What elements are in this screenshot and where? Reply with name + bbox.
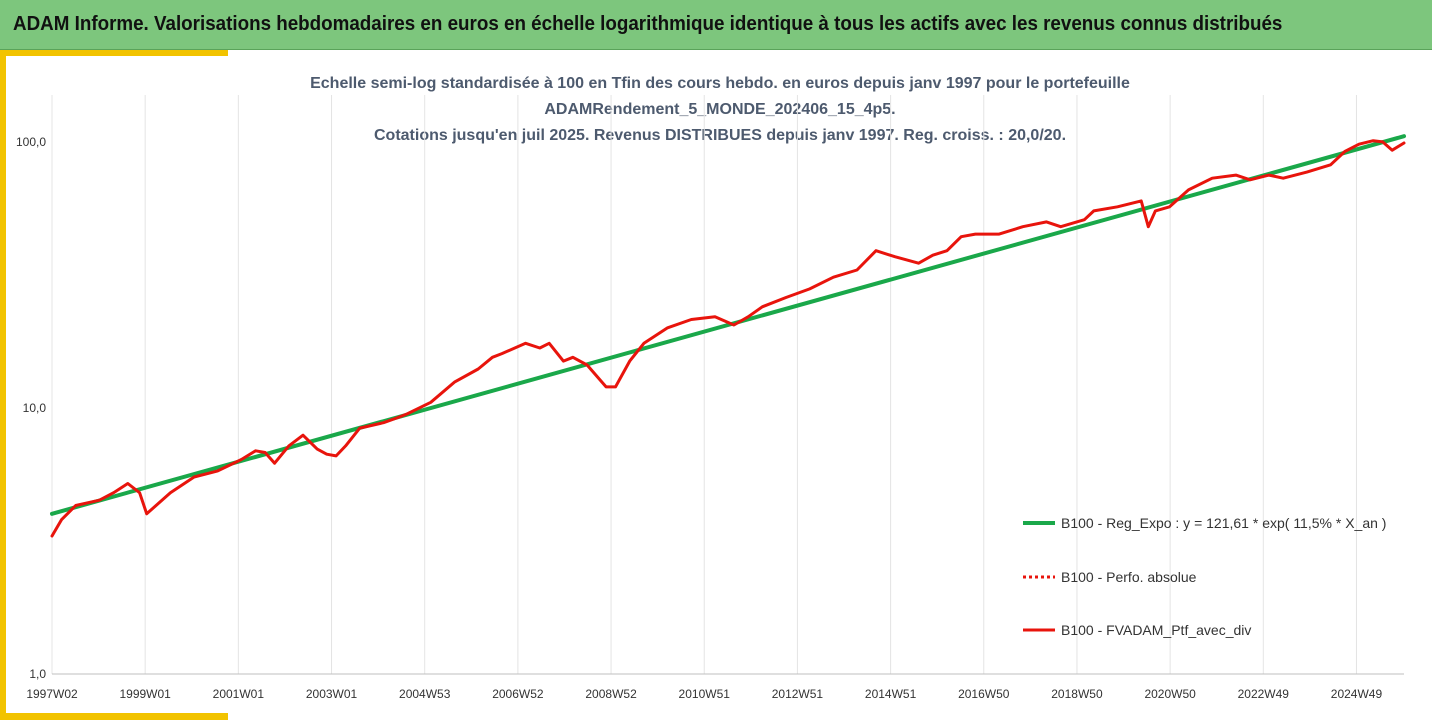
legend-label: B100 - Perfo. absolue [1061, 569, 1197, 585]
x-tick-label: 2006W52 [492, 687, 544, 701]
x-tick-label: 2001W01 [213, 687, 265, 701]
legend: B100 - Reg_Expo : y = 121,61 * exp( 11,5… [1023, 515, 1386, 638]
x-tick-label: 2012W51 [772, 687, 824, 701]
accent-bar-bottom [0, 713, 228, 720]
series-line [50, 139, 1406, 538]
x-tick-label: 2022W49 [1238, 687, 1290, 701]
accent-bar-top [0, 50, 228, 56]
x-tick-label: 1999W01 [119, 687, 171, 701]
x-tick-label: 2016W50 [958, 687, 1010, 701]
x-tick-label: 2010W51 [679, 687, 731, 701]
chart-title-line-1: Echelle semi-log standardisée à 100 en T… [310, 75, 1130, 92]
x-tick-label: 2014W51 [865, 687, 917, 701]
grid-lines [51, 95, 1357, 674]
y-tick-label: 10,0 [23, 401, 47, 415]
x-tick-label: 1997W02 [26, 687, 78, 701]
page-title: ADAM Informe. Valorisations hebdomadaire… [13, 13, 1283, 35]
x-tick-label: 2008W52 [585, 687, 637, 701]
accent-bar-left [0, 50, 6, 720]
y-tick-label: 1,0 [29, 667, 46, 681]
series-line [50, 134, 1406, 516]
chart-title: Echelle semi-log standardisée à 100 en T… [310, 75, 1130, 144]
header-banner: ADAM Informe. Valorisations hebdomadaire… [0, 0, 1432, 50]
legend-label: B100 - FVADAM_Ptf_avec_div [1061, 622, 1251, 638]
y-tick-label: 100,0 [16, 135, 46, 149]
x-tick-label: 2018W50 [1051, 687, 1103, 701]
x-tick-label: 2024W49 [1331, 687, 1383, 701]
x-tick-label: 2020W50 [1144, 687, 1196, 701]
chart-title-line-2: ADAMRendement_5_MONDE_202406_15_4p5. [544, 101, 895, 118]
legend-label: B100 - Reg_Expo : y = 121,61 * exp( 11,5… [1061, 515, 1386, 531]
x-tick-label: 2004W53 [399, 687, 451, 701]
chart-title-line-3: Cotations jusqu'en juil 2025. Revenus DI… [374, 127, 1066, 144]
x-tick-label: 2003W01 [306, 687, 358, 701]
series-layer [50, 134, 1406, 538]
axes: 1997W02 1999W01 2001W01 2003W01 2004W53 2006W… [16, 135, 1404, 701]
